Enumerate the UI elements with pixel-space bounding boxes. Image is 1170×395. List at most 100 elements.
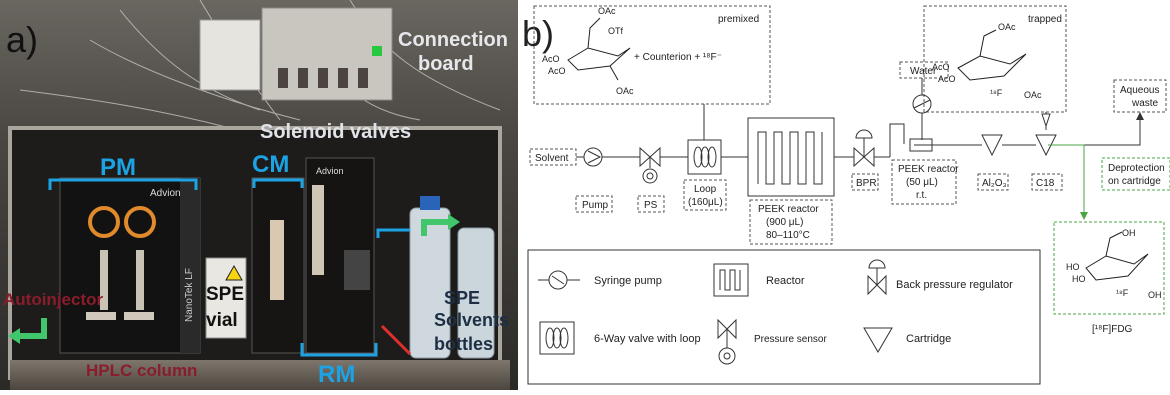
premixed-sub-4: AcO [548,66,566,76]
panel-b-label: b) [522,13,554,54]
rm-label: RM [318,361,355,388]
legend-reactor: Reactor [713,263,805,297]
bottle-arrow [421,219,452,236]
fdg-sub-2: HO [1066,262,1080,272]
spe-vial-body [205,257,247,339]
premixed-sub-1: OAc [598,6,616,16]
autoinjector-arrowhead [8,328,20,344]
legend-syringe-pump: Syringe pump [538,270,662,290]
pm-plunger-1 [86,312,116,320]
legend-reactor-label: Reactor [766,275,805,287]
hplc-column-label: HPLC column [86,361,197,380]
connection-board-label-2: board [418,53,474,75]
radiation-icon [225,264,243,281]
legend-pressure-sensor-icon [717,318,737,340]
trapped-ring [957,53,1027,81]
pump-label: Pump [582,200,609,211]
rm-valve [344,250,370,290]
premixed-sub-5: OAc [616,86,634,96]
premixed-tag: premixed [718,14,759,25]
ps-label: PS [644,200,658,211]
loop-label-1: Loop [694,184,717,195]
rack-base [10,360,510,390]
peek-reactor-small-box [891,159,957,205]
peek-reactor-big-icon [747,117,835,197]
trapped-sub-3: AcO [938,74,956,84]
peek-big-label-3: 80–110°C [766,230,810,241]
peek-reactor-small-icon [909,138,933,152]
panel-a-photo: a) Connection board Solenoid valves PM C… [0,0,518,390]
trapped-box [923,5,1067,113]
fdg-sub-4: ¹⁸F [1116,288,1129,298]
nanotek-label: NanoTek LF [184,268,195,322]
legend-pressure-sensor-label: Pressure sensor [754,334,827,345]
cm-syringe [270,220,284,300]
c18-box [1031,173,1063,191]
panel-a-label: a) [6,19,38,60]
pump-icon [583,147,603,167]
pm-plunger-2 [124,312,154,320]
pm-label: PM [100,154,136,181]
legend-syringe-pump-label: Syringe pump [594,275,662,287]
legend-bpr: Back pressure regulator [867,259,1013,296]
advion-label-2: Advion [316,166,344,176]
pm-coil-1 [88,206,120,238]
premixed-sub-2: OTf [608,26,623,36]
red-marker [380,324,412,356]
bpr-box [851,173,879,191]
legend-six-way-icon [539,321,575,355]
legend-box [527,249,1041,385]
al2o3-cartridge-icon [981,134,1003,157]
loop-icon [687,139,722,175]
controller-box [199,19,261,91]
pump-box [575,195,613,213]
legend-cartridge: Cartridge [863,327,951,353]
pm-syringe-2 [136,250,144,310]
legend-pressure-sensor: Pressure sensor [717,318,827,365]
spe-solvents-label-1: SPE [444,288,480,308]
solvent-box [529,148,577,166]
solvent-bottle-2 [457,227,495,359]
legend-cartridge-label: Cartridge [906,333,951,345]
ps-icon [639,146,661,168]
bpr-label: BPR [856,178,877,189]
al2o3-box [977,173,1009,191]
premixed-text: + Counterion + ¹⁸F⁻ [634,52,722,63]
al2o3-label: Al₂O₃ [982,178,1007,189]
fdg-sub-5: OH [1148,290,1162,300]
trapped-sub-2: AcO [932,62,950,72]
ps-dial [642,168,658,184]
fdg-sub-1: OH [1122,228,1136,238]
relay-row [278,68,368,88]
bottle-cap-1 [420,196,440,210]
trapped-sub-4: ¹⁸F [990,88,1003,98]
peek-big-label-2: (900 μL) [766,217,803,228]
autoinjector-arrow [18,318,47,339]
c18-label: C18 [1036,178,1055,189]
legend-bpr-label: Back pressure regulator [896,279,1013,291]
rm-syringe [312,185,324,275]
pm-coil-2 [124,206,156,238]
fdg-box [1053,221,1165,315]
water-label: Water [910,66,937,77]
aqueous-waste-label-2: waste [1131,98,1159,109]
legend-reactor-icon [713,263,749,297]
water-box [899,61,949,79]
main-flow-line [576,104,1141,158]
loop-box [683,179,727,211]
bottle-arrowhead [448,214,460,230]
bpr-icon [853,146,875,168]
premixed-sub-3: AcO [542,54,560,64]
deprotection-path [1048,144,1085,214]
deprotection-label-1: Deprotection [1108,163,1165,174]
cm-label: CM [252,151,289,178]
loop-label-2: (160μL) [688,197,723,208]
spe-vial-label-1: SPE [206,284,244,305]
fdg-ring [1085,253,1149,281]
autoinjector-label: Autoinjector [3,290,103,309]
flow-diagram: b) premixed OAc OTf AcO AcO OAc + Counte… [522,5,1170,385]
pm-module [59,177,201,354]
spe-solvents-label-2: Solvents [434,310,509,330]
trapped-tag: trapped [1028,14,1062,25]
legend-cartridge-icon [863,327,893,353]
